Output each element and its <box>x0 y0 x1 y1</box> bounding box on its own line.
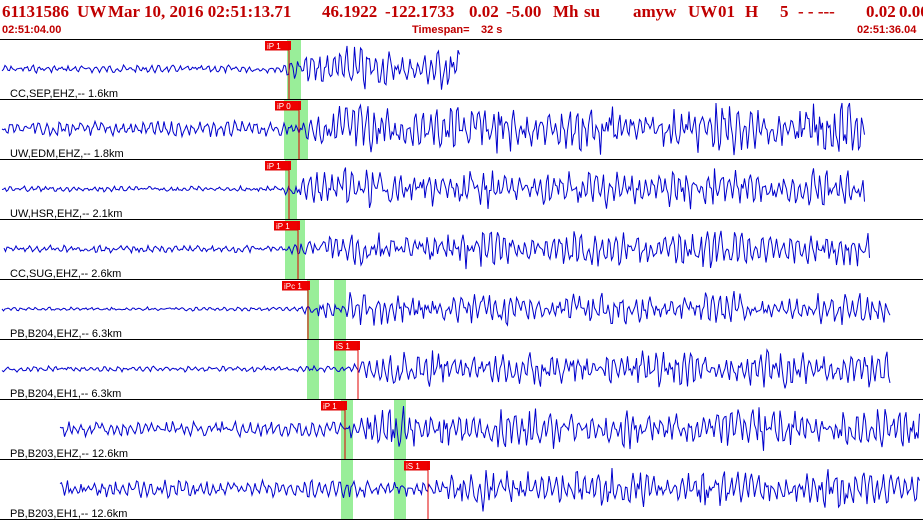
waveform <box>3 230 870 270</box>
pick-label: iP 1 <box>267 162 281 171</box>
event-flag: su <box>584 2 601 21</box>
end-time: 02:51:36.04 <box>857 24 917 36</box>
pick-window <box>287 40 301 100</box>
trace-row[interactable]: iP 1 UW,HSR,EHZ,-- 2.1km <box>0 160 923 220</box>
pick-label: iP 0 <box>277 102 291 111</box>
event-datetime: Mar 10, 2016 02:51:13.71 <box>108 2 292 21</box>
event-latitude: 46.1922 <box>322 2 378 21</box>
start-time: 02:51:04.00 <box>2 24 62 36</box>
time-bar: 02:51:04.00 Timespan= 32 s 02:51:36.04 <box>0 24 923 39</box>
channel-label: PB,B204,EH1,-- 6.3km <box>10 388 121 400</box>
event-depth: -5.00 <box>506 2 542 21</box>
channel-label: CC,SEP,EHZ,-- 1.6km <box>10 88 118 100</box>
trace-row[interactable]: iP 1 CC,SUG,EHZ,-- 2.6km <box>0 220 923 280</box>
pick-label: iS 1 <box>336 342 350 351</box>
timespan-value: 32 s <box>481 24 503 36</box>
event-mag-type: Mh <box>553 2 579 21</box>
pick-label: iP 1 <box>267 42 281 51</box>
trace-row[interactable]: iS 1 PB,B203,EH1,-- 12.6km <box>0 460 923 520</box>
channel-label: UW,HSR,EHZ,-- 2.1km <box>10 208 122 220</box>
pick-marker[interactable]: iPc 1 <box>282 281 310 339</box>
pick-marker[interactable]: iP 1 <box>321 401 347 459</box>
waveform <box>1 167 865 210</box>
event-dashes: - - --- <box>798 2 835 21</box>
event-header: 61131586 UW Mar 10, 2016 02:51:13.71 46.… <box>0 0 923 40</box>
waveform <box>59 405 920 451</box>
pick-label: iP 1 <box>276 222 290 231</box>
event-magnitude: 0.02 <box>469 2 499 21</box>
trace-row[interactable]: iP 1 CC,SEP,EHZ,-- 1.6km <box>0 40 923 100</box>
channel-label: PB,B204,EHZ,-- 6.3km <box>10 328 122 340</box>
trace-row[interactable]: iPc 1 PB,B204,EHZ,-- 6.3km <box>0 280 923 340</box>
pick-marker[interactable]: iP 1 <box>265 41 291 99</box>
waveform <box>1 291 891 327</box>
pick-window <box>298 100 308 160</box>
pick-window <box>307 340 319 400</box>
event-id: 61131586 <box>2 2 70 21</box>
event-network: UW <box>77 2 107 21</box>
event-auth: UW <box>688 2 718 21</box>
pick-marker[interactable]: iS 1 <box>334 341 360 399</box>
header-divider <box>0 39 923 40</box>
pick-label: iS 1 <box>406 462 420 471</box>
event-source: amyw <box>633 2 677 21</box>
pick-window <box>341 400 353 460</box>
event-count: 5 <box>780 2 789 21</box>
pick-marker[interactable]: iP 1 <box>265 161 291 219</box>
waveform <box>1 348 891 389</box>
pick-window <box>394 400 406 460</box>
waveform <box>1 45 460 90</box>
pick-window <box>284 100 298 160</box>
seismogram-panel[interactable]: iP 1 CC,SEP,EHZ,-- 1.6km iP 0 UW,EDM,EHZ,--… <box>0 40 923 520</box>
pick-marker[interactable]: iS 1 <box>404 461 430 519</box>
pick-marker[interactable]: iP 0 <box>275 101 301 159</box>
waveform <box>59 467 920 512</box>
event-erh: 0.00 <box>899 2 923 21</box>
pick-window <box>341 460 353 520</box>
event-rms: 0.02 <box>866 2 896 21</box>
trace-row[interactable]: iS 1 PB,B204,EH1,-- 6.3km <box>0 340 923 400</box>
event-type: H <box>745 2 759 21</box>
channel-label: PB,B203,EH1,-- 12.6km <box>10 508 127 520</box>
pick-label: iPc 1 <box>284 282 302 291</box>
channel-label: UW,EDM,EHZ,-- 1.8km <box>10 148 124 160</box>
event-summary-line: 61131586 UW Mar 10, 2016 02:51:13.71 46.… <box>2 2 923 24</box>
waveform <box>1 102 865 156</box>
pick-window <box>307 280 319 340</box>
pick-label: iP 1 <box>323 402 337 411</box>
event-version: 01 <box>718 2 735 21</box>
timespan-label: Timespan= <box>412 24 470 36</box>
trace-row[interactable]: iP 0 UW,EDM,EHZ,-- 1.8km <box>0 100 923 160</box>
pick-window <box>285 220 305 280</box>
event-longitude: -122.1733 <box>385 2 455 21</box>
trace-row[interactable]: iP 1 PB,B203,EHZ,-- 12.6km <box>0 400 923 460</box>
channel-label: PB,B203,EHZ,-- 12.6km <box>10 448 128 460</box>
channel-label: CC,SUG,EHZ,-- 2.6km <box>10 268 121 280</box>
pick-marker[interactable]: iP 1 <box>274 221 300 279</box>
